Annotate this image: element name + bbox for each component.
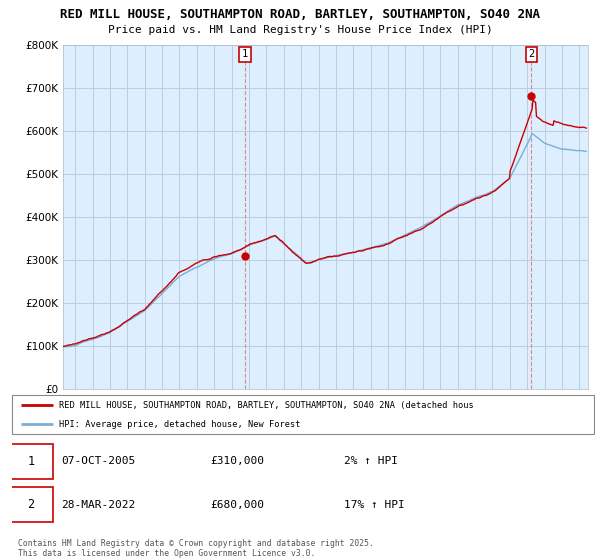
Text: RED MILL HOUSE, SOUTHAMPTON ROAD, BARTLEY, SOUTHAMPTON, SO40 2NA: RED MILL HOUSE, SOUTHAMPTON ROAD, BARTLE… bbox=[60, 8, 540, 21]
Text: 28-MAR-2022: 28-MAR-2022 bbox=[61, 500, 136, 510]
Text: RED MILL HOUSE, SOUTHAMPTON ROAD, BARTLEY, SOUTHAMPTON, SO40 2NA (detached hous: RED MILL HOUSE, SOUTHAMPTON ROAD, BARTLE… bbox=[59, 401, 473, 410]
FancyBboxPatch shape bbox=[12, 395, 594, 434]
FancyBboxPatch shape bbox=[9, 487, 53, 522]
Text: 2% ↑ HPI: 2% ↑ HPI bbox=[344, 456, 398, 466]
Text: 1: 1 bbox=[28, 455, 34, 468]
Text: 1: 1 bbox=[242, 49, 248, 59]
Text: HPI: Average price, detached house, New Forest: HPI: Average price, detached house, New … bbox=[59, 419, 300, 429]
Text: 07-OCT-2005: 07-OCT-2005 bbox=[61, 456, 136, 466]
Text: Contains HM Land Registry data © Crown copyright and database right 2025.
This d: Contains HM Land Registry data © Crown c… bbox=[18, 539, 374, 558]
FancyBboxPatch shape bbox=[9, 444, 53, 479]
Text: Price paid vs. HM Land Registry's House Price Index (HPI): Price paid vs. HM Land Registry's House … bbox=[107, 25, 493, 35]
Text: 2: 2 bbox=[528, 49, 535, 59]
Text: £680,000: £680,000 bbox=[210, 500, 264, 510]
Text: 2: 2 bbox=[28, 498, 34, 511]
Text: 17% ↑ HPI: 17% ↑ HPI bbox=[344, 500, 404, 510]
Text: £310,000: £310,000 bbox=[210, 456, 264, 466]
